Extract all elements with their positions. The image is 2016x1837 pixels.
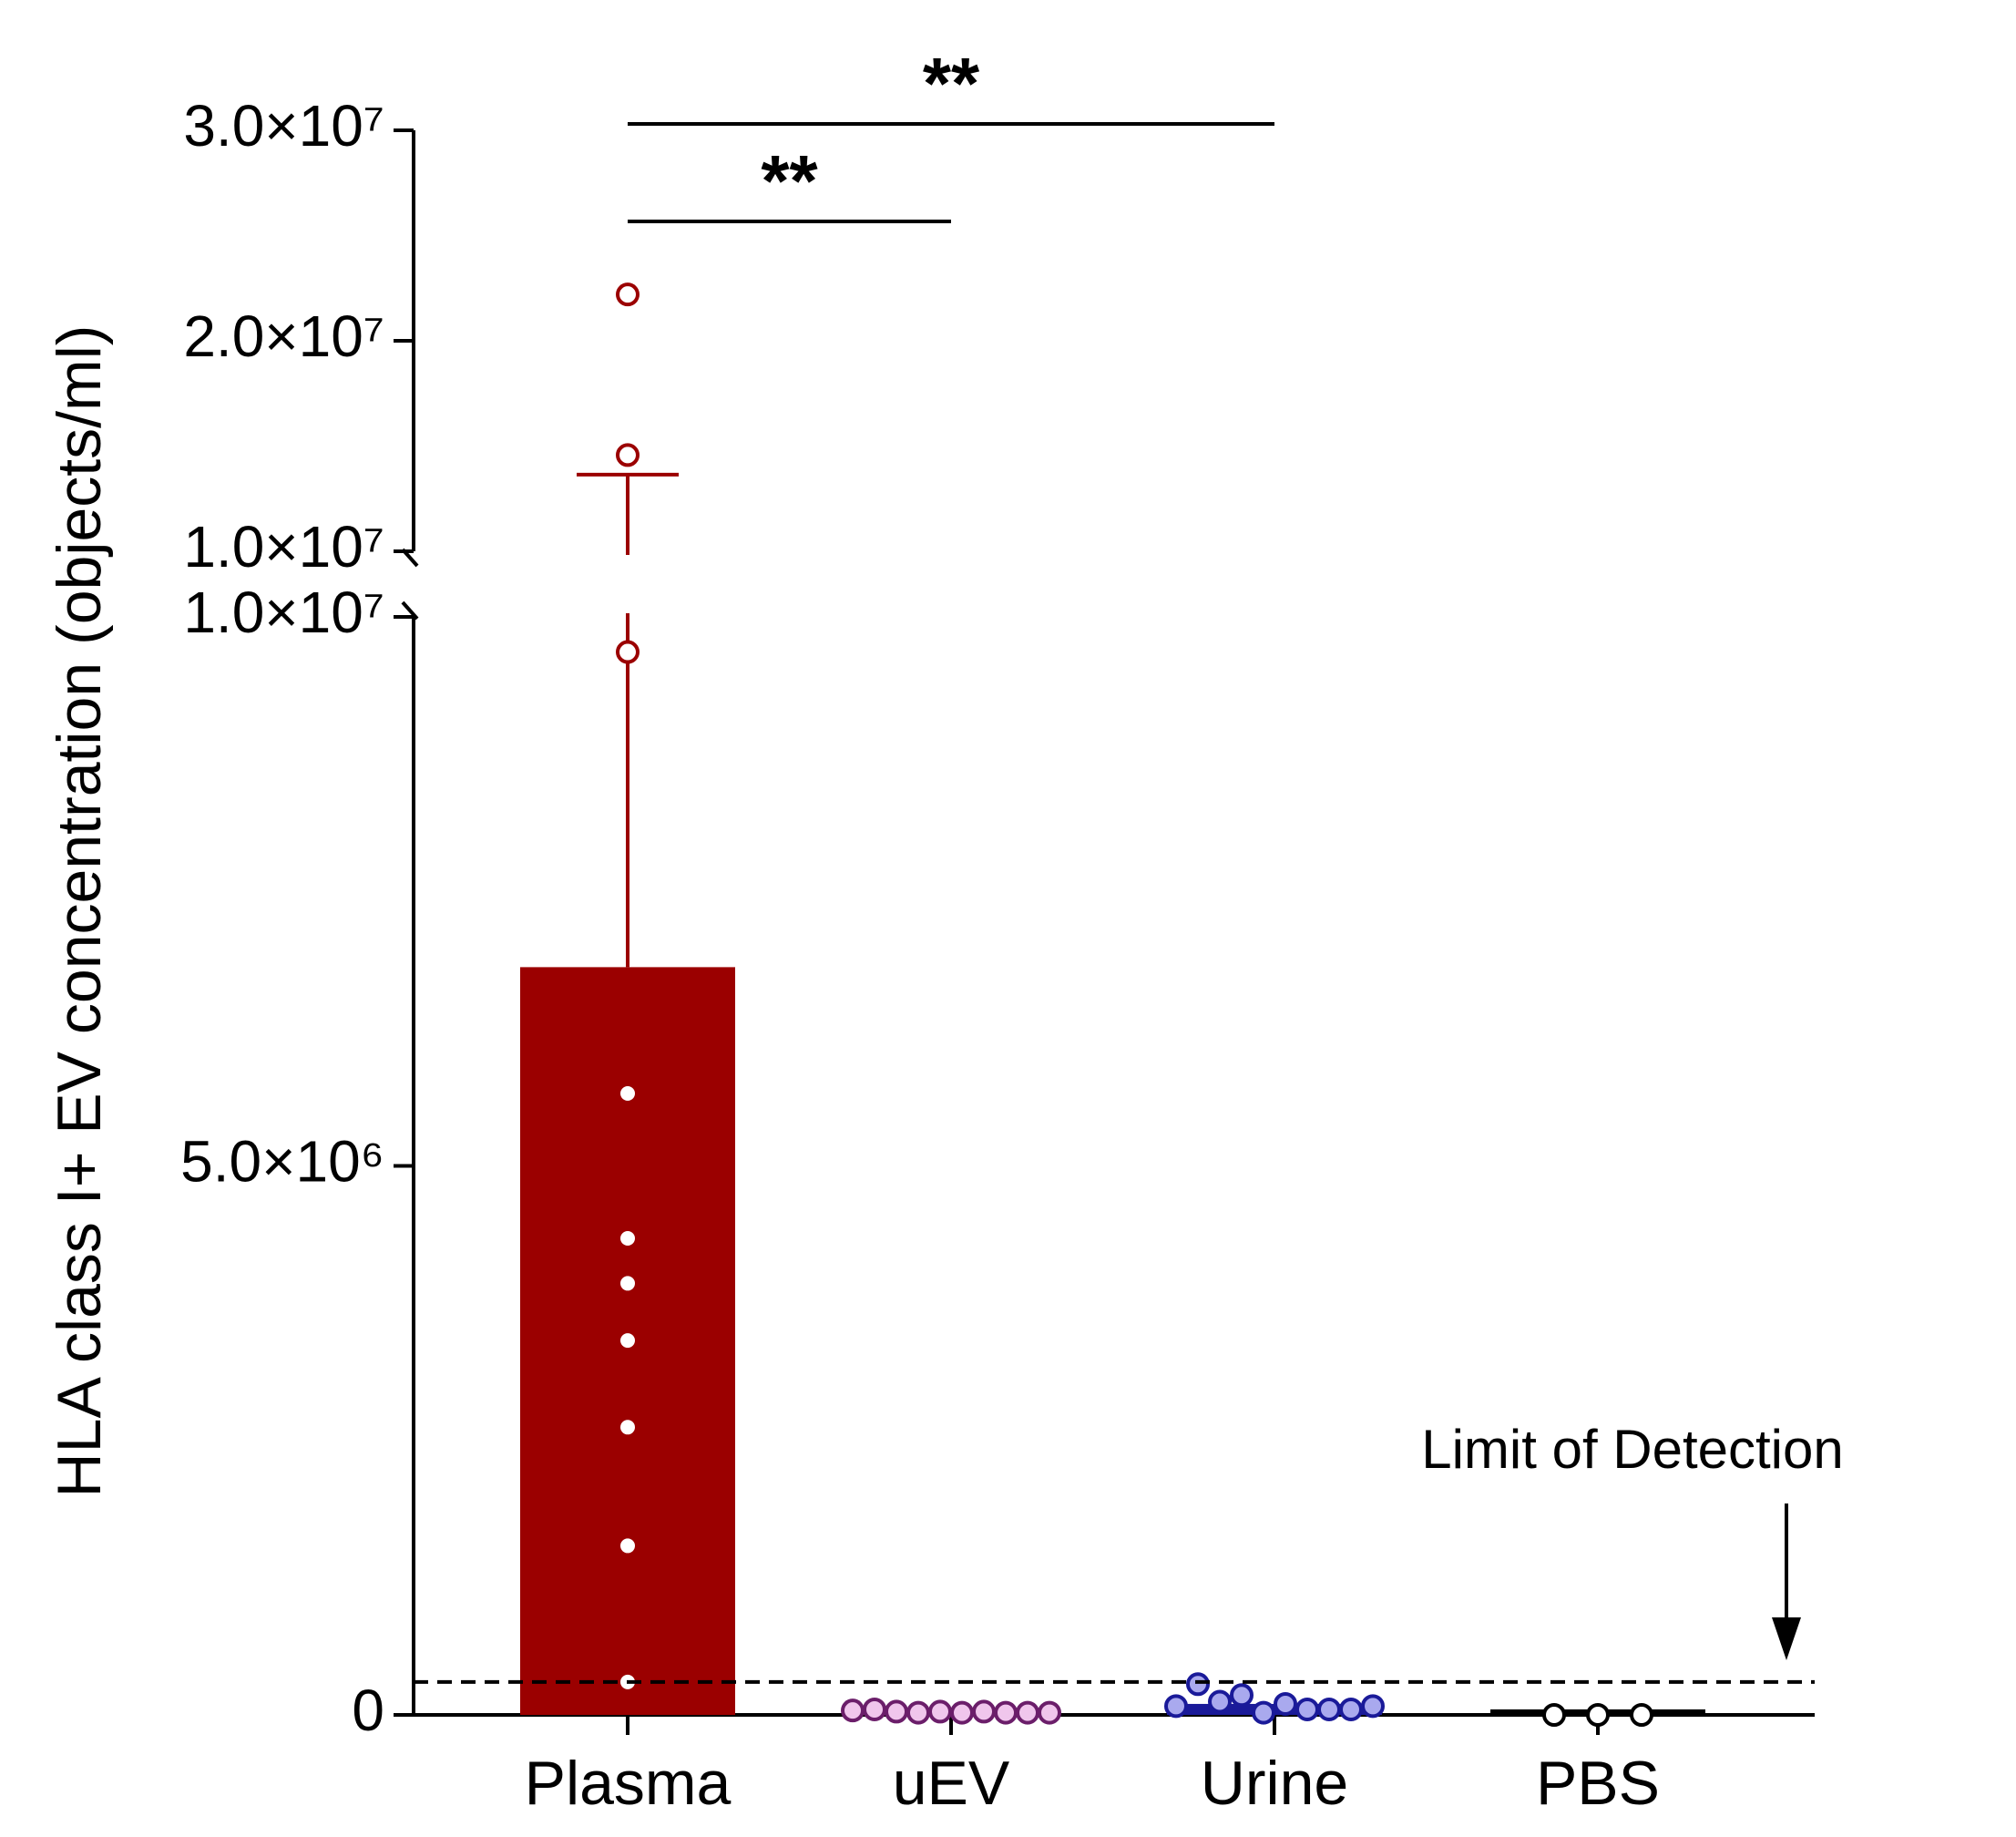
data-point <box>620 1333 635 1349</box>
data-point <box>1586 1703 1610 1727</box>
y-tick-label: 2.0×10⁷ <box>183 303 384 369</box>
data-point <box>885 1699 908 1724</box>
data-point <box>928 1699 952 1724</box>
y-tick-label: 5.0×10⁶ <box>180 1128 384 1194</box>
data-point <box>616 282 640 307</box>
x-tick-label: Urine <box>1201 1749 1349 1818</box>
y-tick-label: 1.0×10⁷ <box>183 514 384 580</box>
data-point <box>1016 1700 1039 1725</box>
data-point <box>1274 1691 1297 1716</box>
data-point <box>1339 1697 1363 1721</box>
data-point <box>1208 1689 1232 1714</box>
data-point <box>1038 1700 1061 1725</box>
data-point <box>841 1698 865 1723</box>
x-tick-label: Plasma <box>525 1749 732 1818</box>
data-point <box>950 1700 974 1725</box>
y-tick-label: 1.0×10⁷ <box>183 580 384 645</box>
axis-break <box>401 600 419 621</box>
data-point <box>620 1538 635 1554</box>
x-tick-label: PBS <box>1536 1749 1660 1818</box>
data-point <box>616 443 640 467</box>
lod-label: Limit of Detection <box>1421 1419 1844 1480</box>
data-point <box>1164 1694 1188 1719</box>
significance-label: ** <box>761 140 818 221</box>
data-point <box>620 1085 635 1101</box>
data-point <box>620 1276 635 1291</box>
lod-arrowhead <box>1772 1617 1801 1660</box>
data-point <box>620 1231 635 1247</box>
significance-label: ** <box>923 43 980 124</box>
data-point <box>1542 1703 1566 1727</box>
data-point <box>1252 1700 1275 1725</box>
data-point <box>616 640 640 664</box>
data-point <box>863 1697 886 1721</box>
y-tick-label: 3.0×10⁷ <box>183 93 384 159</box>
data-point <box>972 1699 996 1724</box>
data-point <box>1361 1694 1385 1719</box>
data-point <box>906 1700 930 1725</box>
data-point <box>1630 1703 1653 1727</box>
data-point <box>1186 1672 1210 1697</box>
x-tick-label: uEV <box>893 1749 1010 1818</box>
y-tick-label: 0 <box>352 1678 384 1743</box>
data-point <box>620 1420 635 1435</box>
data-point <box>1295 1697 1319 1721</box>
y-axis-label: HLA class I+ EV concentration (objects/m… <box>45 325 114 1498</box>
data-point <box>1230 1683 1254 1708</box>
data-point <box>1317 1697 1341 1721</box>
data-point <box>994 1700 1018 1725</box>
